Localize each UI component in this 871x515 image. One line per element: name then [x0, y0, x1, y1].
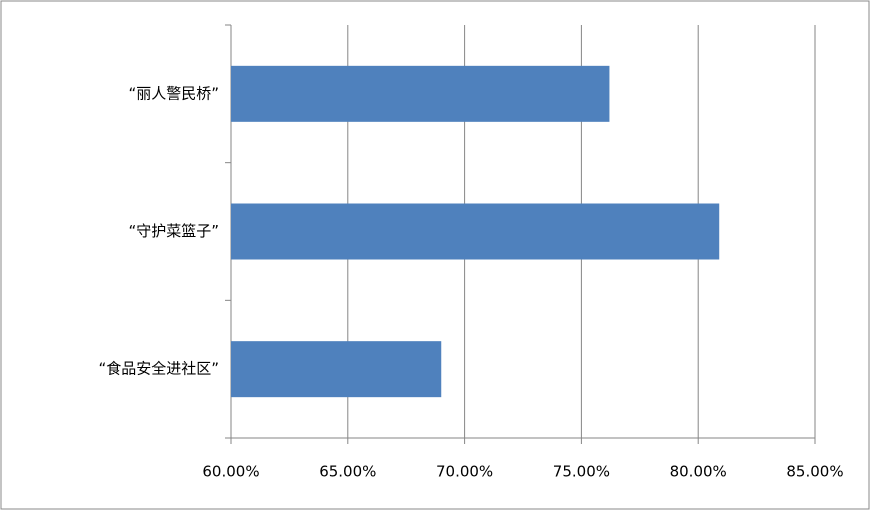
y-tick-label: “食品安全进社区” — [98, 360, 219, 378]
y-tick-label: “丽人警民桥” — [128, 84, 219, 102]
x-tick-label: 65.00% — [319, 463, 376, 481]
x-tick-label: 85.00% — [786, 463, 843, 481]
x-tick-label: 75.00% — [553, 463, 610, 481]
bar — [231, 65, 610, 122]
y-tick-label: “守护菜篮子” — [128, 222, 219, 240]
bar — [231, 203, 720, 260]
x-tick-label: 80.00% — [670, 463, 727, 481]
bar — [231, 341, 442, 398]
x-tick-label: 60.00% — [202, 463, 259, 481]
x-tick-label: 70.00% — [436, 463, 493, 481]
